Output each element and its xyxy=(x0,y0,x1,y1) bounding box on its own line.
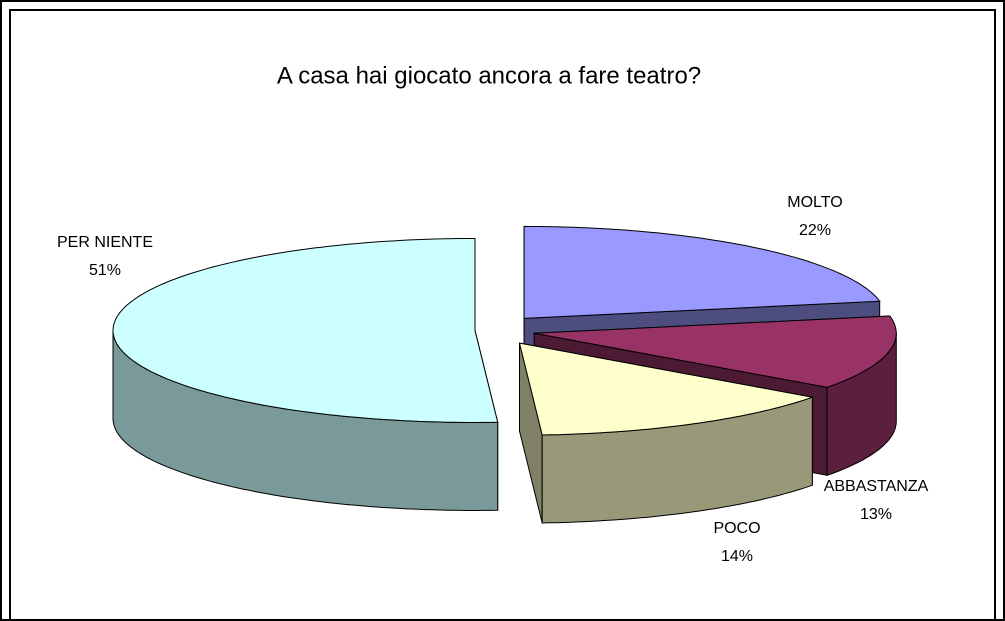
slice-value-label: 22% xyxy=(799,222,831,239)
pie-slice xyxy=(112,238,499,511)
pie-slice xyxy=(518,342,815,524)
slice-label: ABBASTANZA xyxy=(824,478,929,495)
slice-label: POCO xyxy=(713,520,760,537)
chart-frame xyxy=(9,9,996,621)
slice-top xyxy=(523,225,881,319)
slice-label: PER NIENTE xyxy=(57,234,153,251)
slice-value-label: 51% xyxy=(89,262,121,279)
slice-top xyxy=(534,315,897,388)
chart-title: A casa hai giocato ancora a fare teatro? xyxy=(277,62,701,89)
slice-top xyxy=(518,342,815,436)
slice-value-label: 14% xyxy=(721,548,753,565)
slice-top xyxy=(112,238,499,423)
slice-value-label: 13% xyxy=(860,506,892,523)
slice-label: MOLTO xyxy=(787,194,842,211)
